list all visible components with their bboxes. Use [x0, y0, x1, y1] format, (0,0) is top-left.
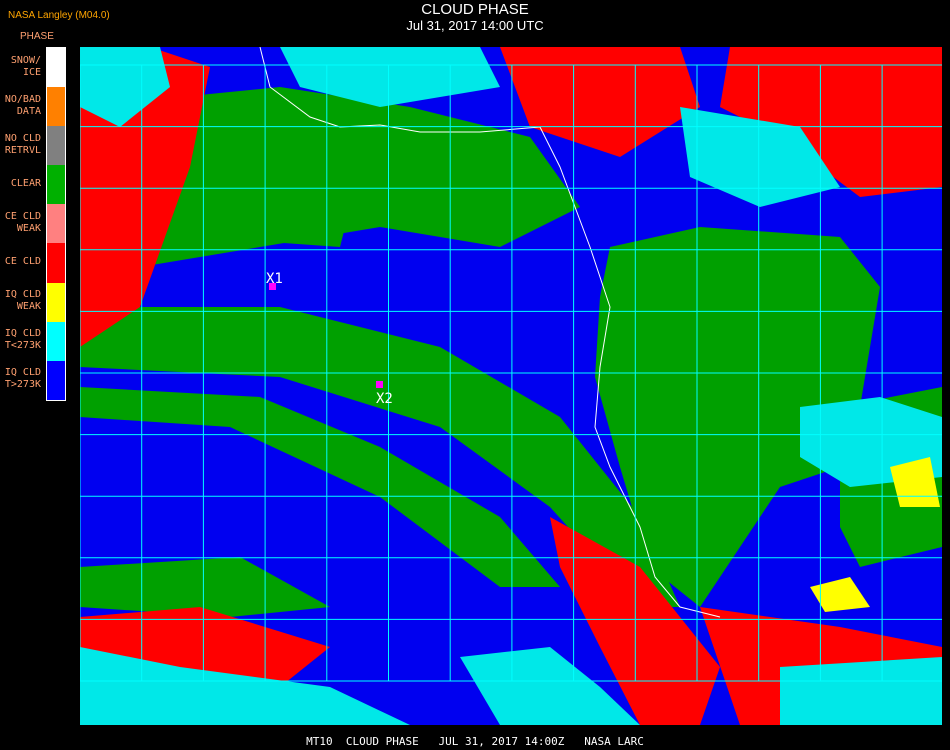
legend-swatch [47, 87, 65, 127]
legend-swatch [47, 48, 65, 88]
legend-label: CE CLD [4, 256, 41, 267]
cloud-phase-map: X1 X2 [80, 47, 942, 725]
footer-caption: MT10 CLOUD PHASE JUL 31, 2017 14:00Z NAS… [306, 735, 644, 748]
lat-lon-grid[interactable] [80, 64, 942, 682]
coastline [259, 47, 721, 618]
organization-label: NASA Langley (M04.0) [8, 10, 110, 21]
legend-label: NO CLD RETRVL [4, 132, 41, 156]
legend-label: IQ CLD T>273K [4, 367, 41, 391]
legend-label: CLEAR [10, 177, 41, 189]
liquid-cloud-weak-regions [810, 457, 940, 612]
legend-label: IQ CLD WEAK [4, 289, 41, 313]
map-title: CLOUD PHASE [421, 1, 529, 18]
legend-swatch [47, 204, 65, 244]
legend-swatch [47, 360, 65, 400]
legend-label: NO/BAD DATA [4, 93, 41, 117]
legend-label: IQ CLD T<273K [4, 328, 41, 352]
legend-swatch [47, 165, 65, 205]
legend-label: SNOW/ ICE [10, 54, 41, 78]
marker-x2-label: X2 [376, 391, 393, 407]
marker-x1-label: X1 [266, 271, 283, 287]
marker-x1-dot[interactable] [269, 283, 276, 290]
marker-x2-dot[interactable] [376, 381, 383, 388]
map-datetime: Jul 31, 2017 14:00 UTC [406, 18, 544, 33]
legend-title: PHASE [20, 31, 54, 42]
legend-label: CE CLD WEAK [4, 210, 41, 234]
legend-swatch [47, 126, 65, 166]
liquid-cloud-cold-regions [80, 47, 942, 725]
legend-swatch [47, 321, 65, 361]
legend-swatch [47, 282, 65, 322]
legend-swatch [47, 243, 65, 283]
legend-color-bar [46, 47, 66, 401]
